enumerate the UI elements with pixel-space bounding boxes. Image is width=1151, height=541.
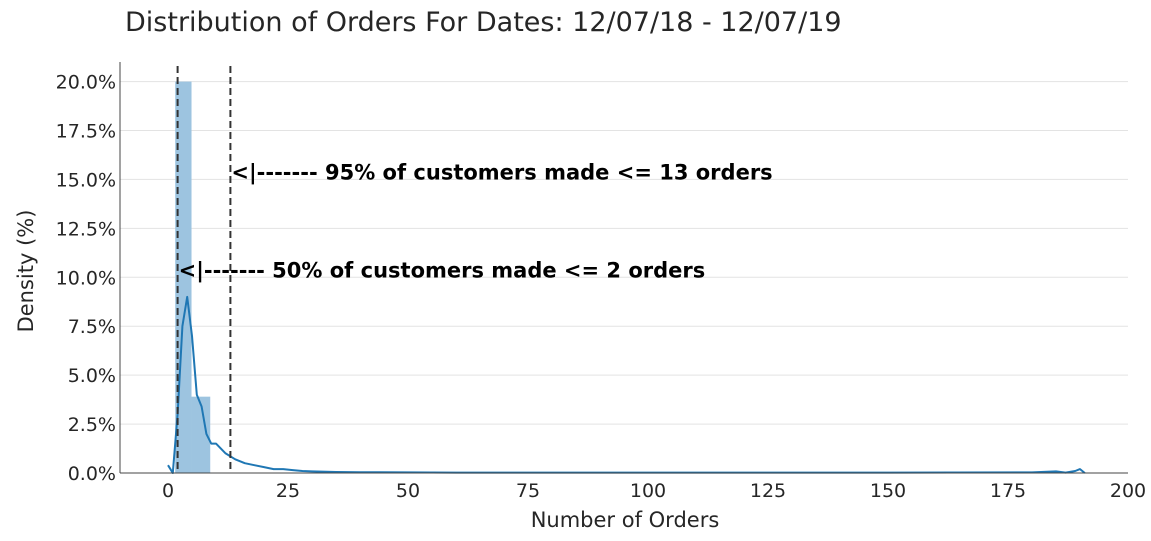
grid [120, 81, 1128, 474]
x-tick-label-7: 175 [990, 480, 1026, 502]
y-tick-label-6: 15.0% [56, 169, 116, 191]
y-tick-labels: 0.0% 2.5% 5.0% 7.5% 10.0% 12.5% 15.0% 17.5% 20.0… [56, 72, 116, 485]
annotation-1: <|------- 95% of customers made <= 13 or… [231, 160, 772, 185]
x-tick-label-5: 125 [750, 480, 786, 502]
y-tick-label-8: 20.0% [56, 72, 116, 94]
annotations: <|------- 50% of customers made <= 2 ord… [179, 160, 773, 283]
y-tick-label-1: 2.5% [68, 414, 116, 436]
y-tick-label-0: 0.0% [68, 463, 116, 485]
x-axis-label: Number of Orders [531, 508, 720, 532]
y-tick-label-7: 17.5% [56, 121, 116, 143]
kde-layer [167, 295, 1086, 474]
x-tick-label-3: 75 [516, 480, 540, 502]
reference-lines [176, 66, 232, 473]
y-axis-label: Density (%) [14, 210, 38, 333]
annotation-0: <|------- 50% of customers made <= 2 ord… [179, 258, 706, 283]
x-tick-label-4: 100 [630, 480, 666, 502]
y-tick-label-5: 12.5% [56, 218, 116, 240]
x-tick-label-8: 200 [1110, 480, 1146, 502]
y-tick-label-2: 5.0% [68, 365, 116, 387]
x-tick-label-0: 0 [162, 480, 174, 502]
x-tick-label-2: 50 [396, 480, 420, 502]
y-tick-label-3: 7.5% [68, 316, 116, 338]
kde-line [167, 295, 1086, 474]
y-tick-label-4: 10.0% [56, 267, 116, 289]
chart-title: Distribution of Orders For Dates: 12/07/… [125, 7, 842, 38]
x-tick-label-1: 25 [276, 480, 300, 502]
axes [119, 62, 1128, 474]
x-tick-labels: 0 25 50 75 100 125 150 175 200 [162, 480, 1146, 502]
x-tick-label-6: 150 [870, 480, 906, 502]
histogram-bar-1 [191, 396, 211, 473]
